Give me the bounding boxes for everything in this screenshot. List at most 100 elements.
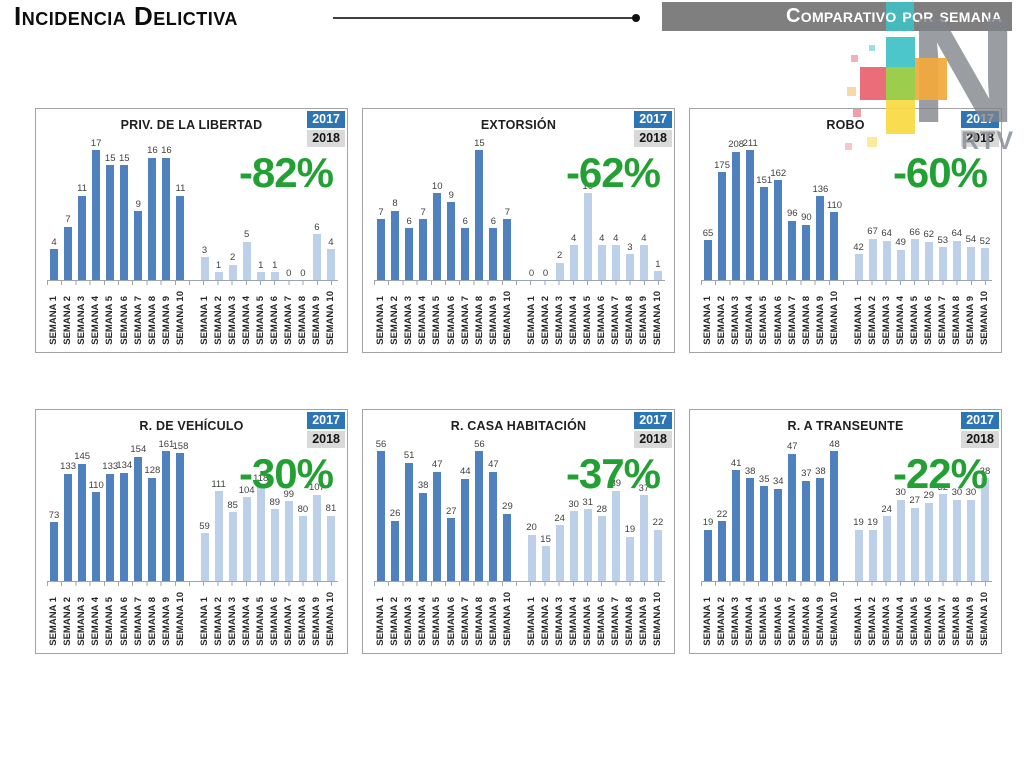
- bar-value-label: 53: [937, 234, 949, 246]
- x-label-cell: SEMANA 4: [89, 294, 103, 345]
- bar-2018: [910, 507, 919, 581]
- x-axis-label: SEMANA 10: [652, 591, 664, 646]
- group-gap: [515, 285, 525, 345]
- group-gap: [842, 285, 852, 345]
- bar-value-label: 41: [730, 457, 742, 469]
- legend-badge-2017: 2017: [961, 111, 999, 128]
- bar-column: 24: [553, 429, 567, 581]
- bar-2018: [527, 534, 536, 581]
- bar-column: 17: [89, 128, 103, 280]
- x-axis-label: SEMANA 3: [403, 597, 415, 646]
- x-axis-label: SEMANA 1: [48, 597, 60, 646]
- x-label-cell: SEMANA 8: [296, 595, 310, 646]
- bar-2017: [489, 228, 498, 280]
- x-label-group-2017: SEMANA 1 SEMANA 2 SEMANA 3 SEMANA 4 SEMANA 5…: [374, 285, 515, 345]
- bar-value-label: 64: [951, 228, 963, 240]
- bar-value-label: 10: [582, 180, 593, 192]
- bar-value-label: 16: [161, 145, 172, 157]
- x-axis-labels: SEMANA 1 SEMANA 2 SEMANA 3 SEMANA 4 SEMANA 5…: [701, 586, 992, 646]
- bar-2018: [639, 495, 648, 581]
- x-axis-label: SEMANA 9: [487, 296, 499, 345]
- bar-column: 89: [268, 429, 282, 581]
- x-label-cell: SEMANA 10: [978, 590, 992, 646]
- bar-group-2017: 7 8 6 7 10 9 6 15 6 7: [374, 128, 515, 280]
- x-label-cell: SEMANA 2: [61, 595, 75, 646]
- bar-value-label: 1: [215, 259, 222, 271]
- x-label-cell: SEMANA 3: [402, 294, 416, 345]
- bar-2018: [952, 499, 961, 581]
- bar-value-label: 211: [742, 137, 758, 149]
- x-axis-label: SEMANA 10: [174, 290, 186, 345]
- bar-column: 20: [525, 429, 539, 581]
- bar-column: 30: [894, 429, 908, 581]
- x-label-cell: SEMANA 3: [75, 595, 89, 646]
- page-title: Incidencia Delictiva: [14, 1, 238, 31]
- x-label-cell: SEMANA 4: [240, 294, 254, 345]
- bar-2017: [816, 196, 825, 280]
- bar-column: 52: [978, 128, 992, 280]
- bar-column: 3: [198, 128, 212, 280]
- x-axis-label: SEMANA 6: [596, 296, 607, 345]
- legend-badge-2017: 2017: [307, 412, 345, 429]
- x-label-cell: SEMANA 10: [827, 289, 841, 345]
- bar-value-label: 22: [716, 508, 728, 520]
- x-axis-label: SEMANA 3: [553, 597, 565, 646]
- bar-value-label: 0: [300, 267, 306, 279]
- x-axis-label: SEMANA 3: [880, 296, 892, 345]
- x-axis-label: SEMANA 6: [923, 597, 934, 646]
- bar-2017: [419, 219, 428, 280]
- bar-2017: [718, 521, 727, 581]
- bar-value-label: 37: [801, 468, 812, 480]
- bar-value-label: 51: [403, 450, 415, 462]
- x-axis-label: SEMANA 2: [539, 296, 551, 345]
- bar-2017: [433, 193, 442, 280]
- bar-value-label: 161: [158, 438, 175, 450]
- bar-column: 0: [539, 128, 553, 280]
- bar-column: 34: [771, 429, 785, 581]
- legend-badge-2017: 2017: [961, 412, 999, 429]
- bar-column: 30: [950, 429, 964, 581]
- bar-column: 22: [715, 429, 729, 581]
- bar-value-label: 99: [283, 488, 295, 500]
- bar-column: 6: [486, 128, 500, 280]
- x-label-cell: SEMANA 10: [173, 590, 187, 646]
- bar-value-label: 31: [582, 496, 593, 508]
- bar-value-label: 30: [951, 487, 963, 499]
- bar-value-label: 48: [829, 438, 840, 450]
- bar-2018: [882, 516, 891, 581]
- bar-column: 19: [866, 429, 880, 581]
- bar-2017: [78, 195, 87, 280]
- bar-value-label: 38: [744, 465, 756, 477]
- bar-column: 6: [402, 128, 416, 280]
- x-label-cell: SEMANA 6: [268, 595, 282, 646]
- x-label-cell: SEMANA 7: [785, 294, 799, 345]
- plot-area: 73 133 145 110 133 134 154 128 161 158 59 111 85 104 1…: [47, 429, 338, 646]
- x-axis-label: SEMANA 7: [786, 296, 798, 345]
- bar-2017: [774, 488, 783, 581]
- bar-2017: [489, 471, 498, 581]
- x-label-cell: SEMANA 1: [852, 595, 866, 646]
- x-axis-label: SEMANA 4: [90, 597, 102, 646]
- bar-2018: [228, 512, 237, 581]
- x-axis-label: SEMANA 4: [567, 597, 579, 646]
- pct-change-label: -30%: [238, 450, 334, 497]
- bar-value-label: 59: [199, 520, 210, 532]
- bar-value-label: 110: [88, 479, 104, 491]
- bar-value-label: 16: [147, 145, 158, 157]
- bar-value-label: 9: [135, 198, 141, 210]
- bar-column: 15: [539, 429, 553, 581]
- bar-column: 15: [103, 128, 117, 280]
- x-axis-label: SEMANA 7: [132, 597, 144, 646]
- x-label-cell: SEMANA 7: [282, 294, 296, 345]
- x-axis-label: SEMANA 7: [610, 296, 622, 345]
- bar-value-label: 208: [728, 139, 745, 151]
- bar-column: 11: [75, 128, 89, 280]
- x-axis-label: SEMANA 2: [389, 296, 401, 345]
- x-axis-label: SEMANA 7: [610, 597, 622, 646]
- pct-change-label: -82%: [238, 149, 334, 196]
- x-label-cell: SEMANA 2: [212, 294, 226, 345]
- bar-2018: [625, 254, 634, 280]
- x-axis-label: SEMANA 5: [758, 296, 770, 345]
- x-label-cell: SEMANA 9: [486, 294, 500, 345]
- bar-2017: [377, 219, 386, 280]
